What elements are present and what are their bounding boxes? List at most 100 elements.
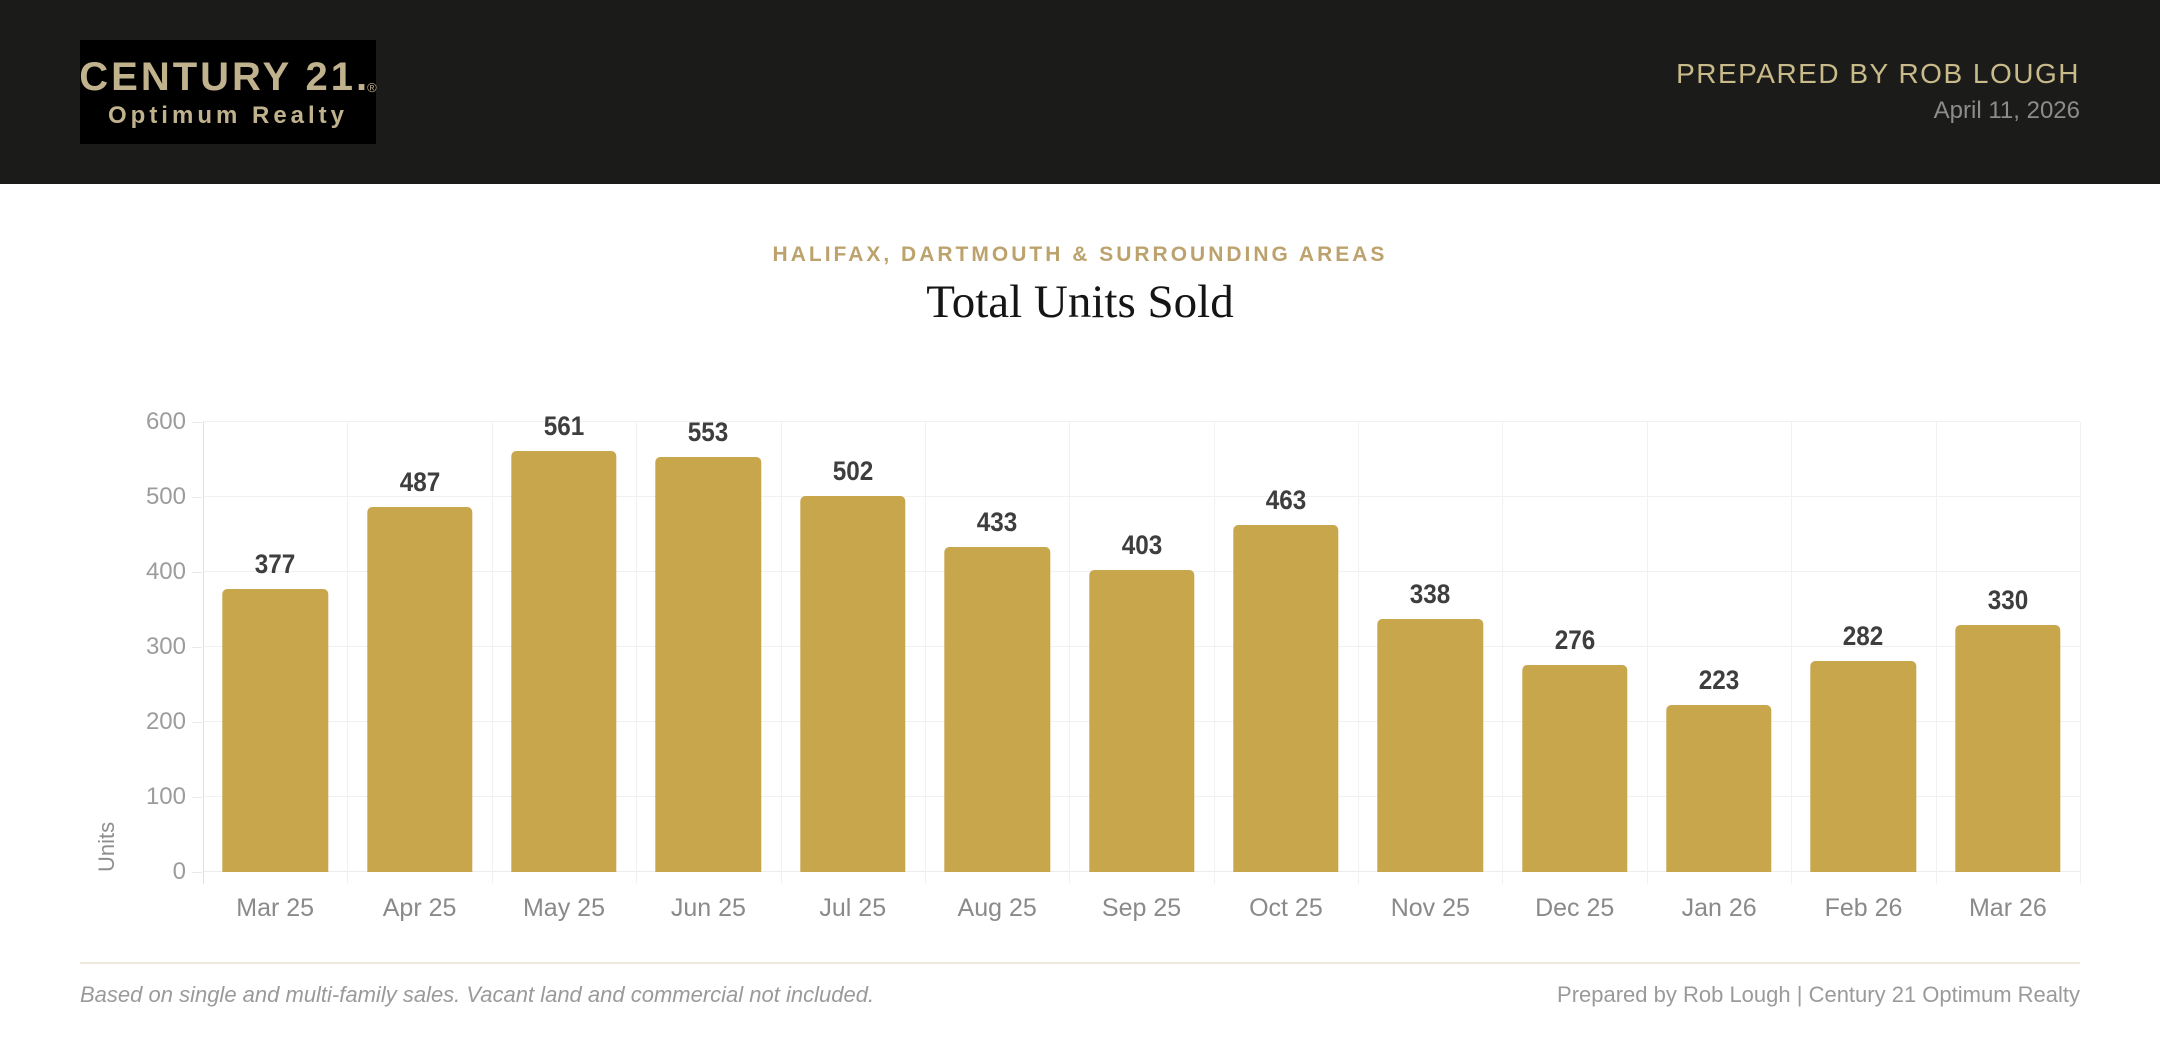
y-tick-mark: [192, 572, 202, 574]
y-tick-label: 0: [172, 858, 186, 886]
page-title: Total Units Sold: [926, 276, 1234, 329]
bar-sep-25[interactable]: [1088, 569, 1195, 873]
header-right: PREPARED BY ROB LOUGH April 11, 2026: [1676, 59, 2080, 124]
x-gridline: [1358, 422, 1360, 885]
y-gridline: [203, 496, 2080, 498]
bar-value-label: 502: [832, 455, 874, 486]
bar-apr-25[interactable]: [366, 506, 473, 873]
bar-aug-25[interactable]: [944, 547, 1050, 873]
y-tick-mark: [192, 422, 202, 424]
bar-mar-26[interactable]: [1955, 624, 2061, 873]
bar-cell: 377: [203, 422, 347, 873]
y-tick-label: 500: [145, 483, 186, 511]
x-gridline: [2080, 422, 2081, 885]
plot-area: 377 487 561 553 502 433 403 463 338 276 223 282 330: [203, 413, 2081, 885]
y-gridline: [203, 421, 2080, 423]
bar-value-label: 561: [543, 411, 585, 442]
x-gridline: [636, 422, 638, 885]
x-tick-label: Jun 25: [670, 894, 746, 923]
bar-value-label: 403: [1121, 529, 1162, 560]
x-tick-label: Jan 26: [1681, 894, 1757, 923]
x-tick-label: Oct 25: [1249, 894, 1323, 923]
y-tick-mark: [192, 497, 202, 499]
x-tick-label: May 25: [522, 894, 605, 923]
report-footer: Based on single and multi-family sales. …: [80, 982, 2080, 1008]
bar-cell: 330: [1936, 422, 2080, 873]
y-tick-mark: [192, 797, 202, 799]
y-tick-label: 600: [145, 408, 186, 436]
logo-period: .: [356, 54, 368, 99]
bar-jan-26[interactable]: [1666, 704, 1772, 873]
x-gridline: [491, 422, 493, 885]
logo-brand-text: CENTURY 21: [79, 54, 357, 99]
y-tick-label: 400: [145, 558, 186, 586]
bar-cell: 502: [781, 422, 925, 873]
logo-subbrand-text: Optimum Realty: [107, 101, 349, 129]
x-gridline: [780, 422, 782, 885]
bar-cell: 403: [1069, 422, 1213, 873]
bar-value-label: 338: [1410, 578, 1451, 609]
bar-cell: 561: [492, 413, 636, 873]
prepared-by-text: PREPARED BY ROB LOUGH: [1676, 58, 2080, 90]
bar-cell: 433: [925, 422, 1069, 873]
bar-value-label: 463: [1265, 484, 1307, 515]
x-tick-label: Apr 25: [382, 894, 457, 923]
x-tick-label: Nov 25: [1390, 894, 1470, 923]
bar-cell: 282: [1791, 422, 1935, 873]
x-tick-label: Mar 26: [1968, 894, 2047, 923]
x-tick-label: Sep 25: [1101, 894, 1182, 923]
y-tick-label: 100: [145, 783, 186, 811]
x-gridline: [347, 422, 349, 885]
bar-cell: 276: [1503, 422, 1647, 873]
x-gridline: [1646, 422, 1648, 885]
y-tick-label: 200: [145, 708, 186, 736]
century21-logo: CENTURY 21.® Optimum Realty: [79, 40, 377, 144]
bar-cell: 553: [636, 417, 780, 873]
footer-credit: Prepared by Rob Lough | Century 21 Optim…: [1557, 982, 2080, 1008]
bar-value-label: 276: [1554, 625, 1595, 656]
x-gridline: [1069, 422, 1071, 885]
bar-dec-25[interactable]: [1522, 665, 1628, 873]
y-tick-mark: [192, 722, 202, 724]
x-tick-label: Feb 26: [1824, 894, 1903, 923]
y-tick-label: 300: [145, 633, 186, 661]
bar-feb-26[interactable]: [1810, 660, 1917, 873]
x-gridline: [1213, 422, 1215, 885]
bar-oct-25[interactable]: [1233, 524, 1339, 873]
bar-chart: Units 377 487 561 553 502 433 403 463 338 276 223 2…: [80, 410, 2081, 934]
x-tick-label: Aug 25: [957, 894, 1037, 923]
bar-cell: 223: [1647, 422, 1791, 873]
registered-trademark-icon: ®: [367, 79, 377, 95]
bar-jun-25[interactable]: [655, 457, 762, 873]
x-axis-labels: Mar 25 Apr 25 May 25 Jun 25 Jul 25 Aug 25 Sep …: [203, 896, 2080, 921]
footer-divider: [80, 962, 2080, 965]
report-header: CENTURY 21.® Optimum Realty PREPARED BY …: [0, 0, 2160, 184]
x-tick-label: Mar 25: [236, 894, 315, 923]
x-gridline: [1791, 422, 1793, 885]
report-date: April 11, 2026: [1933, 97, 2080, 125]
x-tick-label: Jul 25: [819, 894, 887, 923]
y-axis-line: [203, 422, 204, 885]
bar-mar-25[interactable]: [222, 589, 328, 873]
bar-cells: 377 487 561 553 502 433 403 463 338 276 223 282 330: [203, 413, 2080, 873]
bar-may-25[interactable]: [511, 451, 617, 873]
x-gridline: [924, 422, 926, 885]
bar-value-label: 433: [976, 507, 1018, 538]
bar-value-label: 282: [1843, 620, 1884, 651]
bar-jul-25[interactable]: [800, 495, 906, 873]
bar-cell: 463: [1214, 422, 1358, 873]
bar-cell: 487: [347, 422, 491, 873]
bar-value-label: 553: [688, 417, 729, 448]
y-tick-mark: [192, 872, 202, 874]
logo-wordmark: CENTURY 21.®: [79, 57, 376, 97]
bar-cell: 338: [1358, 422, 1502, 873]
bar-value-label: 223: [1698, 664, 1740, 695]
bar-value-label: 377: [254, 549, 296, 580]
bar-value-label: 330: [1987, 584, 2029, 615]
footer-disclaimer: Based on single and multi-family sales. …: [80, 982, 875, 1008]
bar-nov-25[interactable]: [1377, 618, 1484, 873]
x-gridline: [1502, 422, 1504, 885]
x-tick-label: Dec 25: [1535, 894, 1615, 923]
chart-subtitle: HALIFAX, DARTMOUTH & SURROUNDING AREAS: [772, 243, 1388, 266]
y-tick-mark: [192, 647, 202, 649]
